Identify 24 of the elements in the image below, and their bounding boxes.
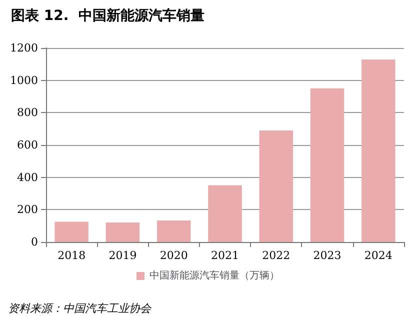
bar: [54, 222, 88, 242]
bar: [362, 59, 396, 242]
chart-title: 图表 12. 中国新能源汽车销量: [11, 7, 204, 24]
x-tick-label: 2023: [313, 249, 342, 262]
bar: [106, 222, 140, 242]
x-tick-label: 2018: [58, 249, 86, 262]
y-tick-label: 200: [17, 203, 38, 216]
x-tick-label: 2019: [108, 249, 137, 262]
bar: [208, 185, 242, 242]
bar: [310, 88, 344, 242]
x-tick-label: 2022: [262, 249, 290, 262]
y-tick-label: 800: [17, 106, 38, 120]
x-tick-label: 2021: [211, 249, 239, 262]
y-tick-label: 1200: [10, 42, 38, 54]
y-tick-label: 1000: [10, 74, 38, 87]
bar: [156, 220, 191, 242]
x-tick-label: 2024: [364, 249, 392, 262]
text: 资料来源：中国汽车工业协会: [8, 302, 152, 315]
bar: [259, 130, 294, 242]
legend-label: 中国新能源汽车销量（万辆）: [150, 270, 280, 282]
y-tick-label: 400: [17, 170, 38, 184]
y-tick-label: 600: [17, 138, 38, 152]
x-tick-label: 2020: [160, 249, 188, 262]
y-tick-label: 0: [31, 236, 38, 248]
